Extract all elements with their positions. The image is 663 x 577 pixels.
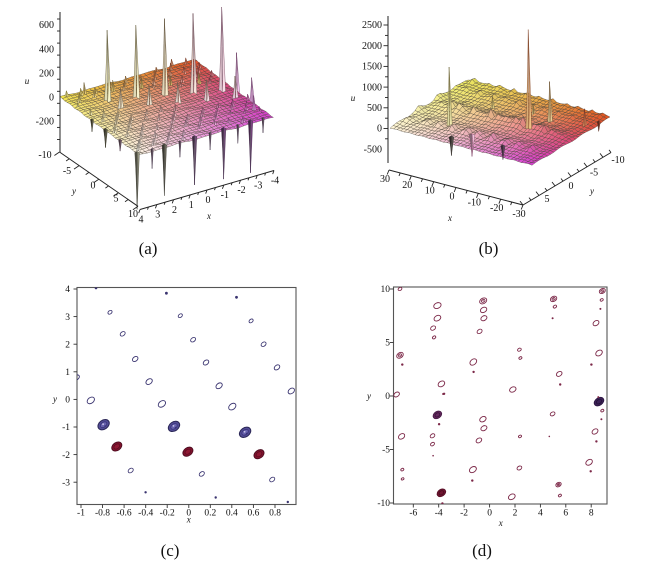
svg-text:-20: -20 — [490, 203, 503, 214]
svg-text:-0.4: -0.4 — [138, 509, 153, 519]
svg-text:-1: -1 — [221, 190, 229, 201]
svg-text:x: x — [206, 211, 211, 221]
svg-text:y: y — [52, 394, 57, 404]
svg-text:4: 4 — [65, 285, 70, 295]
svg-text:x: x — [498, 518, 503, 528]
svg-text:-500: -500 — [364, 144, 382, 155]
svg-text:600: 600 — [39, 20, 54, 31]
svg-text:0.2: 0.2 — [204, 509, 216, 519]
svg-text:-200: -200 — [36, 117, 54, 128]
svg-text:1: 1 — [65, 368, 70, 378]
svg-text:4: 4 — [139, 215, 144, 226]
svg-text:(c): (c) — [161, 541, 180, 560]
svg-text:0: 0 — [65, 396, 70, 406]
svg-text:(a): (a) — [139, 239, 158, 258]
svg-text:-5: -5 — [382, 446, 390, 456]
svg-text:-10: -10 — [468, 197, 481, 208]
svg-text:-5: -5 — [590, 168, 598, 179]
svg-text:8: 8 — [589, 509, 594, 519]
svg-text:0: 0 — [206, 195, 211, 206]
svg-text:1: 1 — [189, 200, 194, 211]
svg-text:3: 3 — [65, 313, 70, 323]
svg-text:-3: -3 — [254, 180, 262, 191]
svg-text:0.6: 0.6 — [247, 509, 259, 519]
svg-text:x: x — [447, 213, 452, 223]
svg-text:0: 0 — [569, 181, 574, 192]
svg-text:10: 10 — [425, 186, 435, 197]
svg-text:20: 20 — [402, 180, 412, 191]
svg-text:2: 2 — [172, 205, 177, 216]
svg-text:-1: -1 — [62, 423, 70, 433]
svg-text:5: 5 — [114, 194, 119, 205]
svg-text:1000: 1000 — [362, 82, 382, 93]
svg-text:-0.2: -0.2 — [160, 509, 175, 519]
svg-text:0: 0 — [91, 181, 96, 192]
svg-text:2000: 2000 — [362, 41, 382, 52]
svg-text:500: 500 — [367, 103, 382, 114]
svg-text:-10: -10 — [377, 499, 390, 509]
svg-text:0.4: 0.4 — [226, 509, 238, 519]
svg-text:u: u — [351, 93, 356, 103]
svg-text:-4: -4 — [435, 509, 443, 519]
svg-text:6: 6 — [563, 509, 568, 519]
svg-text:x: x — [186, 515, 191, 525]
svg-text:(b): (b) — [479, 239, 499, 258]
svg-text:0: 0 — [450, 192, 455, 203]
svg-text:-2: -2 — [237, 185, 245, 196]
svg-text:-2: -2 — [460, 509, 468, 519]
svg-text:0.8: 0.8 — [269, 509, 281, 519]
svg-text:0: 0 — [49, 93, 54, 104]
svg-text:-6: -6 — [409, 509, 417, 519]
svg-text:10: 10 — [381, 285, 391, 295]
svg-text:-4: -4 — [271, 176, 279, 187]
svg-text:1500: 1500 — [362, 62, 382, 73]
svg-text:2: 2 — [65, 340, 70, 350]
svg-text:10: 10 — [128, 209, 138, 220]
svg-text:2: 2 — [513, 509, 518, 519]
svg-text:3: 3 — [155, 210, 160, 221]
svg-text:0: 0 — [186, 509, 191, 519]
svg-text:5: 5 — [545, 194, 550, 205]
svg-text:-10: -10 — [38, 150, 51, 161]
svg-text:-0.8: -0.8 — [95, 509, 110, 519]
svg-text:30: 30 — [380, 174, 390, 185]
svg-text:4: 4 — [538, 509, 543, 519]
svg-text:-3: -3 — [62, 478, 70, 488]
svg-text:400: 400 — [39, 44, 54, 55]
svg-text:0: 0 — [385, 392, 390, 402]
svg-text:0: 0 — [377, 124, 382, 135]
svg-text:5: 5 — [385, 339, 390, 349]
svg-text:2500: 2500 — [362, 20, 382, 31]
svg-text:-5: -5 — [63, 166, 71, 177]
svg-text:-0.6: -0.6 — [117, 509, 132, 519]
svg-text:-30: -30 — [512, 209, 525, 220]
svg-text:u: u — [25, 76, 30, 86]
svg-text:y: y — [589, 186, 594, 196]
svg-text:0: 0 — [487, 509, 492, 519]
svg-text:(d): (d) — [472, 541, 492, 560]
svg-text:y: y — [71, 186, 76, 196]
svg-text:-2: -2 — [62, 451, 70, 461]
svg-text:y: y — [366, 391, 371, 401]
svg-text:-1: -1 — [77, 509, 85, 519]
svg-text:200: 200 — [39, 68, 54, 79]
svg-text:-10: -10 — [611, 155, 624, 166]
